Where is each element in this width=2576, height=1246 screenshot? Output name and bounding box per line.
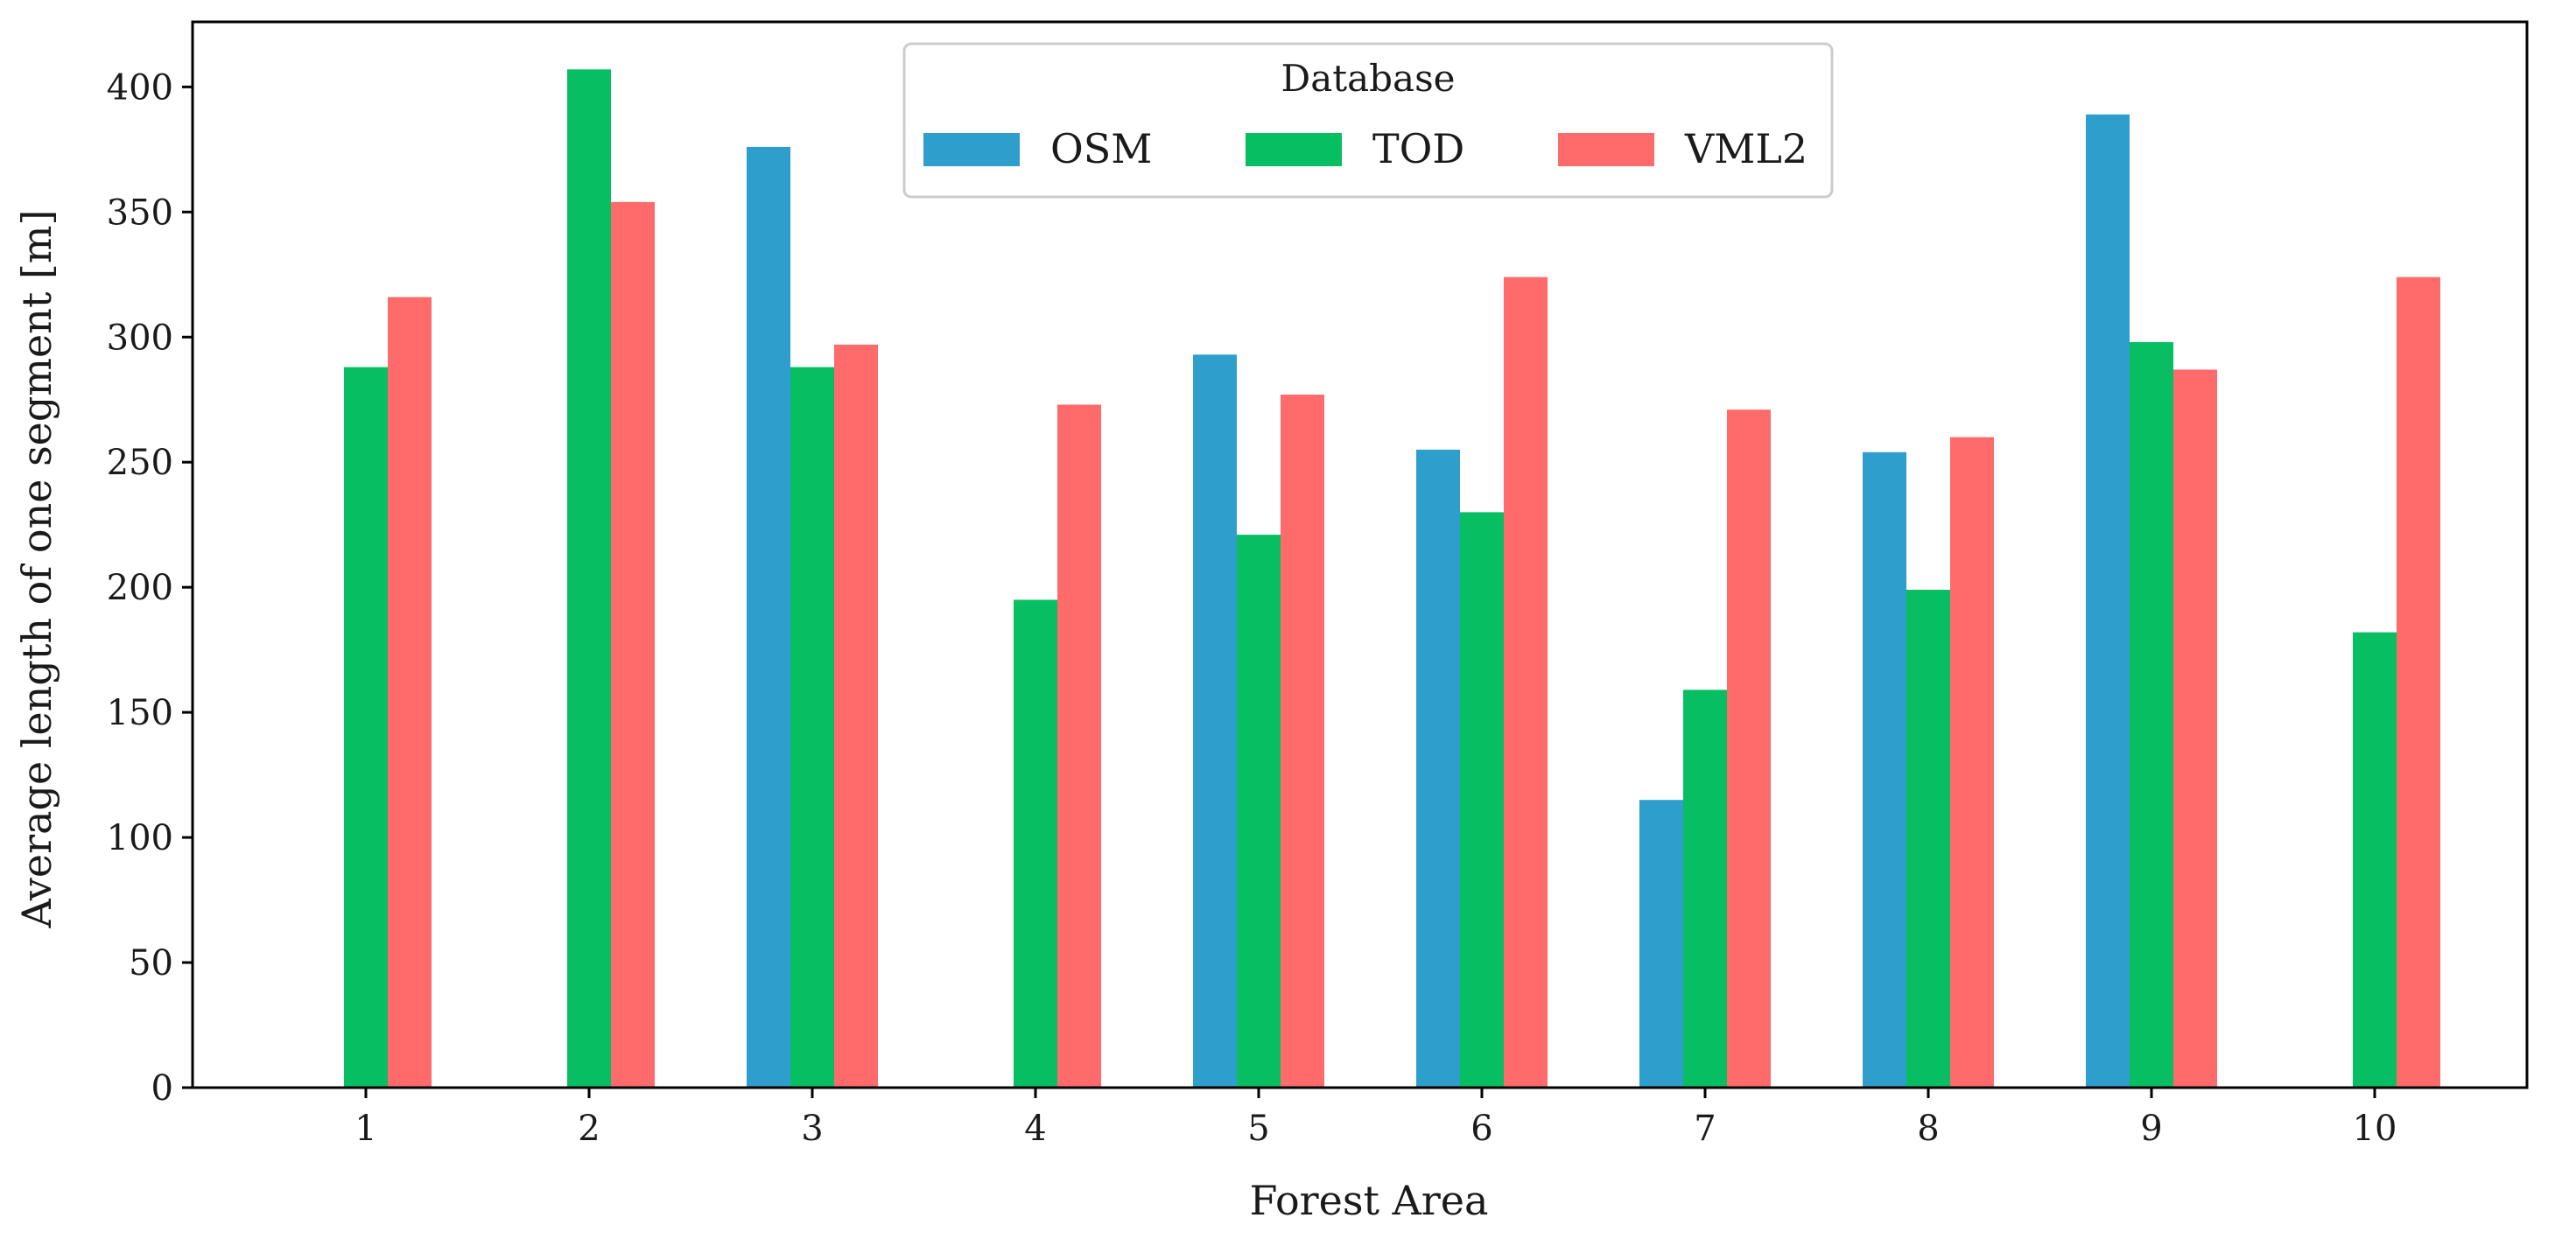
bar-vml2-area-1 bbox=[388, 297, 432, 1088]
legend-swatch-tod bbox=[1246, 133, 1342, 166]
bars-layer bbox=[344, 69, 2440, 1088]
bar-osm-area-7 bbox=[1639, 800, 1683, 1088]
x-tick-label: 5 bbox=[1247, 1109, 1269, 1149]
bar-tod-area-1 bbox=[344, 367, 388, 1088]
y-tick-label: 50 bbox=[129, 943, 173, 984]
bar-tod-area-2 bbox=[567, 69, 611, 1088]
bar-tod-area-6 bbox=[1460, 512, 1504, 1088]
legend: Database OSM TOD VML2 bbox=[902, 42, 1834, 199]
axes-layer: 0 50 100 150 200 250 300 350 400 1 2 3 4 5 6 7 8 9 10 bbox=[107, 20, 2529, 1149]
y-tick-label: 150 bbox=[107, 693, 173, 733]
bar-vml2-area-2 bbox=[611, 201, 655, 1088]
bar-tod-area-8 bbox=[1906, 590, 1950, 1088]
legend-items: OSM TOD VML2 bbox=[923, 125, 1807, 172]
legend-swatch-vml2 bbox=[1558, 133, 1654, 166]
y-tick-label: 300 bbox=[107, 318, 173, 358]
bar-vml2-area-3 bbox=[834, 344, 878, 1088]
y-tick-label: 100 bbox=[107, 818, 173, 858]
bar-vml2-area-8 bbox=[1950, 437, 1994, 1088]
x-tick-label: 3 bbox=[801, 1109, 823, 1149]
bar-tod-area-3 bbox=[790, 367, 834, 1088]
x-tick-label: 9 bbox=[2140, 1109, 2162, 1149]
bar-tod-area-4 bbox=[1014, 599, 1057, 1088]
x-tick-label: 1 bbox=[354, 1109, 376, 1149]
legend-label-osm: OSM bbox=[1050, 125, 1152, 172]
bar-osm-area-8 bbox=[1863, 452, 1906, 1088]
bar-vml2-area-4 bbox=[1057, 404, 1101, 1088]
y-tick-label: 400 bbox=[107, 67, 173, 108]
legend-label-tod: TOD bbox=[1372, 125, 1464, 172]
bar-osm-area-9 bbox=[2086, 114, 2130, 1088]
x-tick-label: 8 bbox=[1917, 1109, 1939, 1149]
bar-osm-area-6 bbox=[1416, 449, 1460, 1088]
x-tick-label: 6 bbox=[1470, 1109, 1492, 1149]
plot-frame bbox=[191, 20, 2529, 1089]
bar-vml2-area-9 bbox=[2173, 369, 2217, 1088]
x-tick-label: 7 bbox=[1694, 1109, 1716, 1149]
legend-label-vml2: VML2 bbox=[1684, 125, 1807, 172]
bar-tod-area-9 bbox=[2130, 341, 2173, 1088]
bar-tod-area-10 bbox=[2353, 632, 2397, 1088]
y-tick-label: 0 bbox=[151, 1068, 173, 1109]
legend-title: Database bbox=[1281, 57, 1456, 100]
bar-vml2-area-6 bbox=[1504, 276, 1548, 1088]
y-tick-label: 250 bbox=[107, 443, 173, 483]
legend-swatch-osm bbox=[923, 133, 1020, 166]
x-axis-label: Forest Area bbox=[1250, 1177, 1489, 1224]
y-tick-label: 200 bbox=[107, 568, 173, 608]
bar-tod-area-7 bbox=[1683, 690, 1727, 1088]
bar-osm-area-5 bbox=[1193, 354, 1237, 1088]
bar-osm-area-3 bbox=[747, 146, 790, 1088]
bar-vml2-area-7 bbox=[1727, 410, 1771, 1088]
x-tick-label: 10 bbox=[2353, 1109, 2397, 1149]
x-tick-label: 4 bbox=[1024, 1109, 1046, 1149]
y-axis-label: Average length of one segment [m] bbox=[13, 210, 60, 929]
bar-vml2-area-10 bbox=[2397, 276, 2440, 1088]
bar-vml2-area-5 bbox=[1281, 395, 1324, 1088]
y-tick-label: 350 bbox=[107, 192, 173, 233]
x-tick-label: 2 bbox=[578, 1109, 600, 1149]
bar-tod-area-5 bbox=[1237, 535, 1281, 1088]
